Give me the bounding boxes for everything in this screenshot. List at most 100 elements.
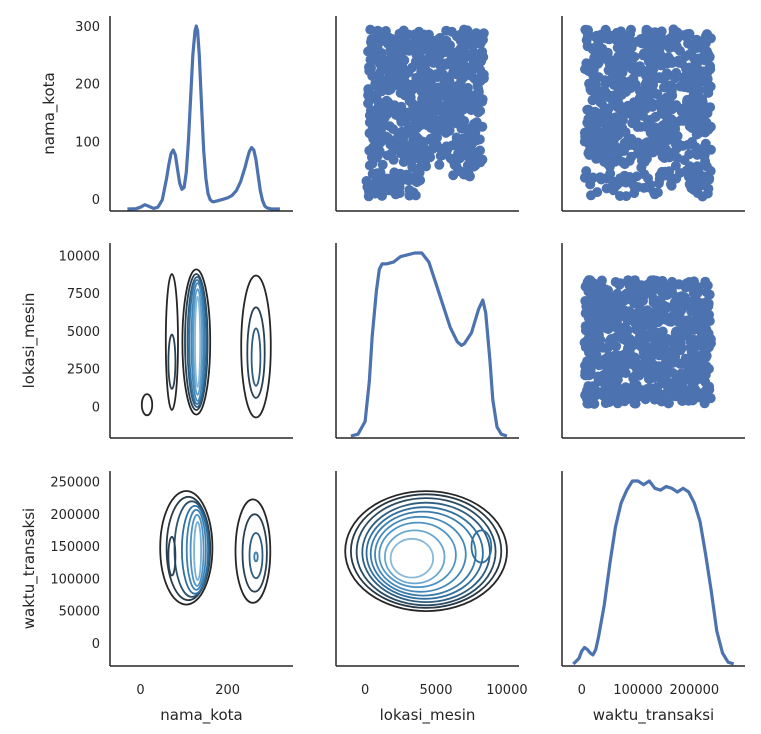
contours-lokasi_mesin-vs-nama_kota (140, 268, 272, 419)
y-axis-label-lokasi_mesin: lokasi_mesin (20, 293, 39, 389)
contour-line (344, 490, 508, 612)
scatter-point (454, 29, 465, 40)
scatter-point (585, 314, 595, 325)
scatter-point (604, 386, 615, 397)
scatter-point (594, 294, 605, 305)
scatter-point (441, 25, 452, 36)
scatter-point (705, 144, 716, 155)
y-tick-label: 10000 (59, 249, 100, 264)
scatter-point (691, 34, 702, 45)
contour-line (365, 506, 484, 600)
contour-line (185, 508, 207, 591)
scatter-point (370, 177, 381, 188)
scatter-point (687, 82, 698, 93)
scatter-point (468, 161, 479, 172)
kde-line-nama_kota (127, 24, 280, 211)
contour-line (165, 495, 212, 602)
scatter-point (697, 338, 708, 349)
scatter-point (372, 95, 383, 106)
scatter-point (440, 148, 451, 159)
scatter-point (450, 58, 461, 69)
contour-line (369, 510, 477, 597)
scatter-point (587, 44, 598, 55)
scatter-point (650, 112, 661, 122)
scatter-point (594, 322, 605, 333)
scatter-point (469, 118, 479, 129)
scatter-point (675, 303, 686, 314)
scatter-point (615, 113, 626, 124)
scatter-point (370, 138, 381, 149)
scatter-point (629, 65, 640, 76)
scatter-point (395, 38, 406, 49)
scatter-lokasi_mesin-vs-waktu_transaksi (579, 275, 716, 409)
contour-line (250, 327, 262, 387)
scatter-point (385, 84, 396, 95)
scatter-point (684, 277, 695, 287)
scatter-point (478, 73, 489, 84)
scatter-point (632, 97, 642, 108)
contour-line (384, 529, 446, 585)
scatter-point (612, 306, 623, 317)
scatter-point (662, 391, 673, 401)
scatter-point (629, 379, 640, 390)
scatter-point (375, 66, 386, 77)
scatter-point (640, 285, 651, 296)
panel-nama_kota-vs-waktu_transaksi (561, 16, 745, 212)
scatter-point (642, 305, 653, 316)
scatter-point (675, 345, 686, 356)
scatter-point (475, 145, 485, 156)
x-tick-label: 0 (578, 683, 586, 698)
scatter-point (415, 144, 425, 155)
scatter-point (681, 63, 691, 74)
scatter-point (666, 81, 677, 92)
scatter-point (672, 152, 683, 163)
scatter-point (593, 359, 604, 369)
scatter-point (674, 279, 685, 290)
scatter-point (610, 141, 621, 152)
scatter-point (695, 75, 706, 85)
scatter-point (422, 80, 433, 90)
scatter-point (603, 324, 614, 335)
scatter-point (600, 314, 611, 325)
scatter-point (602, 47, 613, 58)
y-tick-label: 100 (75, 135, 100, 150)
scatter-point (666, 287, 677, 298)
scatter-point (694, 371, 705, 382)
scatter-point (705, 33, 716, 44)
scatter-point (416, 157, 427, 168)
scatter-point (417, 54, 428, 65)
scatter-point (593, 329, 604, 340)
scatter-point (659, 153, 670, 163)
x-axis-label-lokasi_mesin: lokasi_mesin (380, 706, 476, 725)
scatter-point (372, 25, 383, 36)
y-tick-label: 200 (75, 78, 100, 93)
y-tick-label: 5000 (67, 325, 100, 340)
scatter-point (366, 37, 376, 47)
scatter-point (649, 187, 660, 198)
y-tick-label: 150000 (50, 540, 100, 555)
scatter-point (401, 65, 412, 76)
scatter-point (473, 105, 484, 116)
scatter-point (634, 319, 645, 330)
scatter-point (671, 173, 682, 184)
scatter-point (661, 37, 672, 48)
scatter-point (588, 148, 599, 159)
scatter-point (625, 280, 636, 291)
scatter-point (602, 302, 613, 313)
scatter-point (667, 355, 678, 366)
scatter-point (585, 179, 596, 190)
scatter-point (383, 135, 394, 146)
scatter-point (408, 162, 419, 173)
scatter-point (694, 65, 705, 76)
scatter-point (648, 63, 659, 74)
scatter-point (592, 187, 603, 198)
scatter-point (403, 29, 414, 40)
scatter-point (435, 70, 446, 81)
scatter-point (636, 155, 647, 166)
scatter-point (434, 159, 445, 170)
scatter-point (452, 91, 463, 102)
scatter-point (641, 121, 652, 132)
contour-line (355, 497, 497, 607)
scatter-point (700, 156, 711, 167)
